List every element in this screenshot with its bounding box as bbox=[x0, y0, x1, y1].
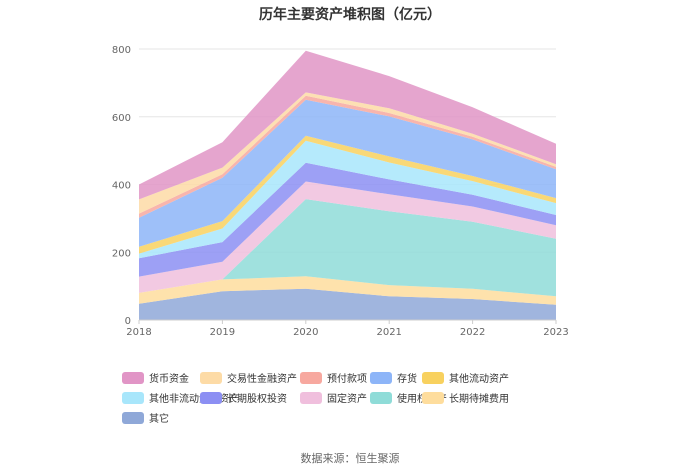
x-tick-label: 2020 bbox=[293, 327, 318, 338]
area-series-1 bbox=[139, 276, 556, 305]
chart-title: 历年主要资产堆积图（亿元） bbox=[259, 7, 441, 23]
y-tick-label: 800 bbox=[112, 45, 131, 56]
legend-item[interactable]: 交易性金融资产 bbox=[200, 370, 297, 385]
legend-swatch bbox=[122, 371, 144, 384]
area-series-5 bbox=[139, 140, 556, 259]
legend-item[interactable]: 货币资金 bbox=[122, 370, 189, 385]
data-source: 数据来源：恒生聚源 bbox=[300, 452, 400, 465]
legend-item[interactable]: 其他非流动金融资产 bbox=[122, 390, 239, 405]
legend-label: 预付款项 bbox=[327, 374, 367, 385]
legend-label: 其他非流动金融资产 bbox=[149, 394, 239, 405]
x-tick-label: 2018 bbox=[126, 327, 151, 338]
legend-label: 交易性金融资产 bbox=[227, 374, 297, 385]
x-tick-label: 2022 bbox=[460, 327, 485, 338]
legend-label: 存货 bbox=[397, 374, 417, 385]
area-series-10 bbox=[139, 50, 556, 200]
legend-item[interactable]: 固定资产 bbox=[300, 390, 367, 405]
legend-item[interactable]: 其他流动资产 bbox=[422, 370, 509, 385]
legend-swatch bbox=[122, 391, 144, 404]
area-series-0 bbox=[139, 288, 556, 320]
legend-label: 其它 bbox=[149, 414, 169, 425]
legend-item[interactable]: 其它 bbox=[122, 410, 169, 425]
legend-item[interactable]: 长期股权投资 bbox=[200, 390, 287, 405]
area-series-2 bbox=[139, 199, 556, 297]
area-series-3 bbox=[139, 181, 556, 293]
legend-swatch bbox=[370, 391, 392, 404]
area-series-7 bbox=[139, 99, 556, 247]
area-series-4 bbox=[139, 162, 556, 277]
legend-swatch bbox=[300, 371, 322, 384]
x-tick-label: 2023 bbox=[543, 327, 568, 338]
y-tick-label: 400 bbox=[112, 181, 131, 192]
legend-swatch bbox=[300, 391, 322, 404]
legend-swatch bbox=[422, 391, 444, 404]
legend-swatch bbox=[200, 371, 222, 384]
legend-label: 货币资金 bbox=[149, 374, 189, 385]
legend-label: 固定资产 bbox=[327, 394, 367, 405]
y-tick-label: 200 bbox=[112, 248, 131, 259]
legend-swatch bbox=[370, 371, 392, 384]
legend-swatch bbox=[422, 371, 444, 384]
legend-label: 长期股权投资 bbox=[227, 394, 287, 405]
legend-item[interactable]: 预付款项 bbox=[300, 370, 367, 385]
y-tick-label: 0 bbox=[125, 316, 131, 327]
legend-item[interactable]: 存货 bbox=[370, 370, 417, 385]
legend-swatch bbox=[200, 391, 222, 404]
legend-item[interactable]: 长期待摊费用 bbox=[422, 390, 509, 405]
legend-label: 长期待摊费用 bbox=[449, 394, 509, 405]
legend-label: 其他流动资产 bbox=[449, 374, 509, 385]
x-tick-label: 2019 bbox=[210, 327, 235, 338]
y-tick-label: 600 bbox=[112, 113, 131, 124]
x-tick-label: 2021 bbox=[376, 327, 401, 338]
legend-swatch bbox=[122, 411, 144, 424]
